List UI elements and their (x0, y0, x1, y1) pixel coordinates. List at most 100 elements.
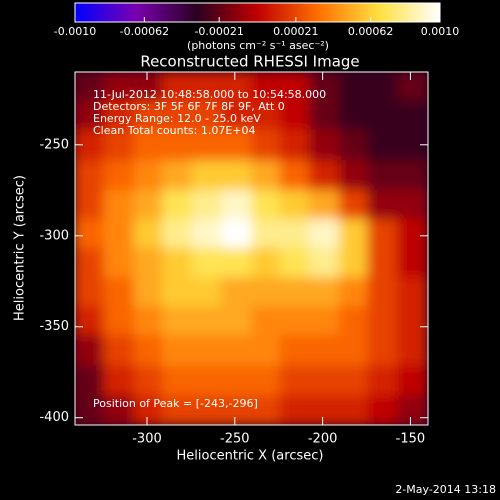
heatmap-cell (133, 218, 164, 249)
heatmap-cell (308, 160, 340, 192)
heatmap-cell (396, 248, 428, 279)
heatmap-cell (75, 248, 105, 279)
heatmap-cell (103, 248, 135, 279)
y-tick-label: -300 (39, 228, 69, 243)
heatmap-cell (279, 129, 310, 161)
heatmap-cell (133, 72, 164, 102)
heatmap-cell (308, 395, 340, 425)
x-tick-label: -250 (220, 432, 250, 447)
heatmap-cell (221, 72, 252, 102)
heatmap-cell (251, 160, 282, 192)
colorbar-tick-label: -0.00062 (120, 25, 169, 38)
colorbar-tick-label: 0.00062 (348, 25, 394, 38)
heatmap-cell (339, 306, 370, 337)
heatmap-cell (221, 395, 252, 425)
heatmap-cell (279, 72, 310, 102)
heatmap-cell (75, 334, 105, 366)
annotation: 11-Jul-2012 10:48:58.000 to 10:54:58.000 (93, 88, 326, 101)
heatmap-cell (308, 248, 340, 279)
heatmap-cell (161, 72, 192, 102)
heatmap-cell (367, 334, 398, 366)
heatmap-cell (367, 189, 398, 220)
heatmap-cell (133, 100, 164, 131)
heatmap-cell (339, 395, 370, 425)
heatmap-cell (221, 129, 252, 161)
colorbar-tick-label: 0.0010 (421, 25, 460, 38)
heatmap-cell (103, 189, 135, 220)
heatmap-cell (396, 395, 428, 425)
heatmap-cell (221, 248, 252, 279)
heatmap-cell (103, 334, 135, 366)
heatmap-cell (339, 129, 370, 161)
heatmap-cell (251, 218, 282, 249)
y-tick-label: -250 (39, 137, 69, 152)
heatmap-cell (103, 306, 135, 337)
heatmap-cell (133, 160, 164, 192)
heatmap-cells (75, 72, 428, 425)
heatmap-cell (396, 189, 428, 220)
heatmap-cell (251, 334, 282, 366)
colorbar-tick-label: -0.0010 (54, 25, 96, 38)
heatmap-cell (308, 277, 340, 308)
heatmap-cell (339, 334, 370, 366)
colorbar-label: (photons cm⁻² s⁻¹ asec⁻²) (187, 39, 329, 52)
heatmap-cell (75, 72, 105, 102)
heatmap-cell (133, 129, 164, 161)
x-tick-label: -200 (308, 432, 338, 447)
heatmap-cell (161, 365, 192, 397)
heatmap-cell (251, 277, 282, 308)
heatmap-cell (339, 160, 370, 192)
heatmap-cell (251, 72, 282, 102)
heatmap-cell (103, 365, 135, 397)
heatmap-cell (308, 306, 340, 337)
colorbar (74, 2, 441, 23)
heatmap-cell (103, 72, 135, 102)
heatmap-cell (396, 160, 428, 192)
heatmap-cell (367, 100, 398, 131)
heatmap-cell (221, 218, 252, 249)
heatmap-cell (75, 160, 105, 192)
heatmap-cell (396, 334, 428, 366)
heatmap-cell (221, 334, 252, 366)
heatmap-cell (75, 100, 105, 131)
heatmap-cell (339, 100, 370, 131)
heatmap-cell (396, 72, 428, 102)
heatmap-cell (367, 248, 398, 279)
annotation: Clean Total counts: 1.07E+04 (93, 124, 256, 137)
colorbar-tick-label: -0.00021 (194, 25, 243, 38)
heatmap-cell (75, 277, 105, 308)
heatmap-cell (396, 365, 428, 397)
heatmap-cell (221, 100, 252, 131)
heatmap-cell (161, 189, 192, 220)
heatmap-cell (191, 365, 223, 397)
plot-frame (74, 71, 429, 426)
annotation: Energy Range: 12.0 - 25.0 keV (93, 112, 261, 125)
heatmap-cell (161, 306, 192, 337)
heatmap-cell (279, 277, 310, 308)
heatmap-cell (396, 100, 428, 131)
colorbar-tick-label: 0.00021 (273, 25, 319, 38)
heatmap-cell (75, 189, 105, 220)
heatmap-cell (279, 218, 310, 249)
heatmap-cell (161, 248, 192, 279)
heatmap-cell (279, 160, 310, 192)
heatmap-cell (103, 395, 135, 425)
heatmap-cell (396, 306, 428, 337)
heatmap-cell (279, 248, 310, 279)
footer-date: 2-May-2014 13:18 (395, 483, 496, 496)
heatmap-cell (251, 306, 282, 337)
heatmap-cell (396, 277, 428, 308)
heatmap-cell (339, 218, 370, 249)
heatmap-cell (396, 218, 428, 249)
heatmap-cell (75, 306, 105, 337)
heatmap-cell (221, 189, 252, 220)
heatmap-cell (339, 72, 370, 102)
heatmap-cell (161, 218, 192, 249)
heatmap-cell (221, 306, 252, 337)
peak-annotation: Position of Peak = [-243,-296] (93, 397, 258, 410)
heatmap-cell (367, 277, 398, 308)
heatmap-cell (279, 306, 310, 337)
heatmap-cell (103, 129, 135, 161)
